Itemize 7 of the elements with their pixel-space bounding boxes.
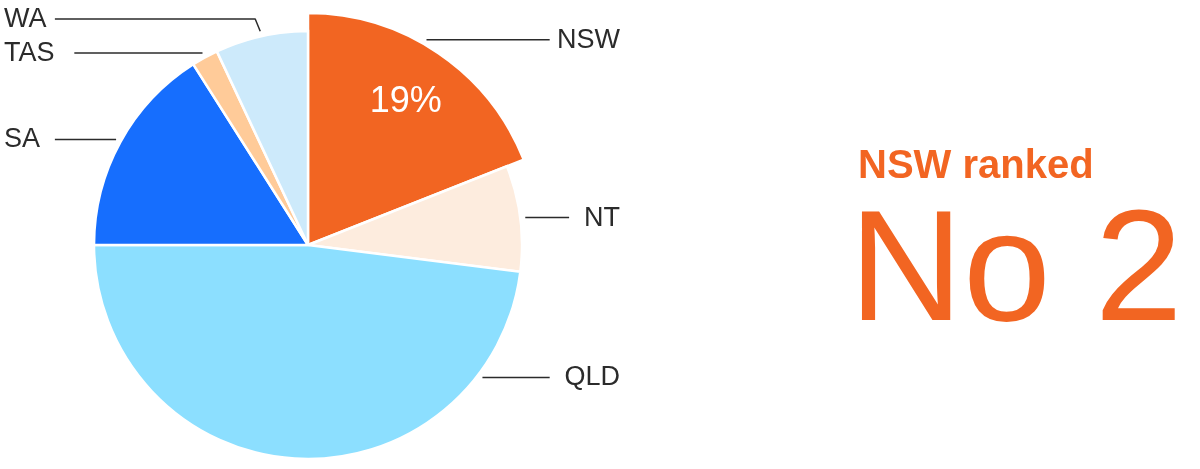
- slice-label: SA: [4, 123, 41, 154]
- slice-label: WA: [4, 3, 47, 34]
- data-label: 19%: [369, 79, 442, 121]
- slice-label: NSW: [557, 23, 621, 54]
- slice-label: NT: [584, 201, 620, 232]
- slice-label: QLD: [564, 361, 620, 392]
- slice-label: TAS: [4, 37, 55, 68]
